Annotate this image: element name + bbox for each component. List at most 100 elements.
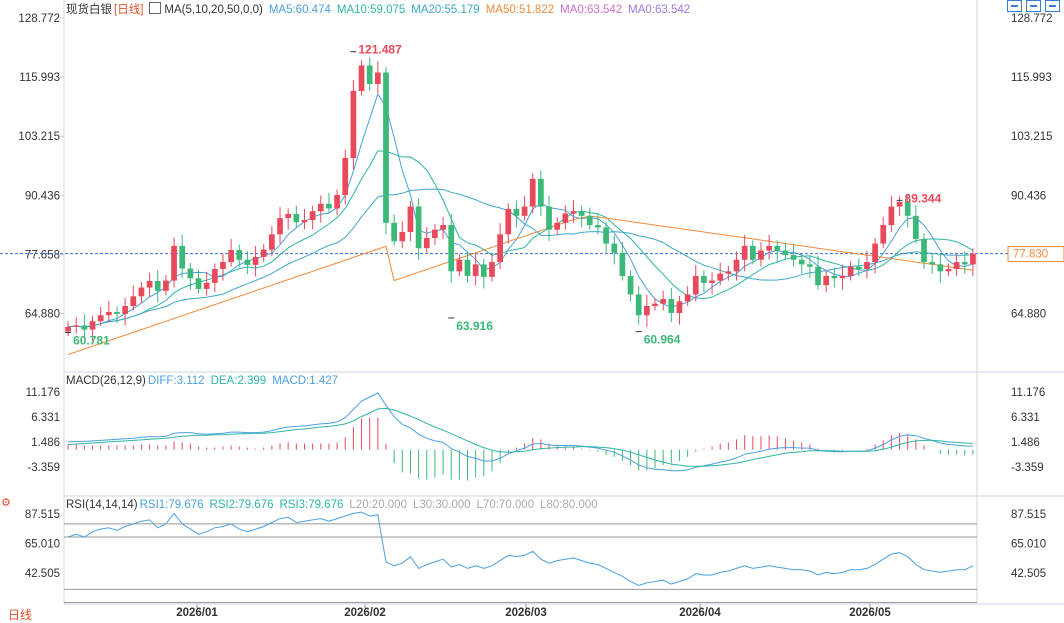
candle-body[interactable] xyxy=(888,206,895,226)
settings-icon[interactable] xyxy=(1045,0,1060,12)
candle-body[interactable] xyxy=(342,158,349,196)
candle-body[interactable] xyxy=(701,275,707,283)
candle-body[interactable] xyxy=(391,222,398,242)
candle-body[interactable] xyxy=(546,206,552,230)
candle-body[interactable] xyxy=(896,201,903,207)
candle-body[interactable] xyxy=(733,259,740,272)
candle-body[interactable] xyxy=(790,255,797,260)
candle-body[interactable] xyxy=(407,206,414,233)
candle-body[interactable] xyxy=(187,268,194,279)
candle-body[interactable] xyxy=(97,315,104,322)
candle-body[interactable] xyxy=(880,225,887,244)
candle-body[interactable] xyxy=(831,275,838,279)
candle-body[interactable] xyxy=(432,229,438,239)
candle-body[interactable] xyxy=(350,90,357,159)
chart-type-icon[interactable] xyxy=(149,2,162,14)
candle-body[interactable] xyxy=(89,321,96,330)
candle-body[interactable] xyxy=(130,296,137,307)
candle-body[interactable] xyxy=(668,299,675,313)
candle-body[interactable] xyxy=(725,271,732,274)
candle-body[interactable] xyxy=(374,72,381,85)
candle-body[interactable] xyxy=(236,250,243,260)
candle-body[interactable] xyxy=(717,273,724,281)
candle-body[interactable] xyxy=(676,301,683,313)
candle-body[interactable] xyxy=(211,269,218,283)
candle-body[interactable] xyxy=(603,227,609,244)
candle-body[interactable] xyxy=(864,262,870,270)
candle-body[interactable] xyxy=(179,245,186,269)
candle-body[interactable] xyxy=(497,234,503,263)
candle-body[interactable] xyxy=(937,264,944,272)
candle-body[interactable] xyxy=(554,222,561,230)
candle-body[interactable] xyxy=(586,215,593,226)
candle-body[interactable] xyxy=(505,208,512,235)
candle-body[interactable] xyxy=(782,250,789,256)
candle-body[interactable] xyxy=(921,238,927,263)
rsi-params[interactable]: RSI(14,14,14) xyxy=(66,499,138,511)
candle-body[interactable] xyxy=(872,243,878,263)
candle-body[interactable] xyxy=(970,253,976,265)
candle-body[interactable] xyxy=(334,195,340,209)
candle-body[interactable] xyxy=(635,294,642,316)
candle-body[interactable] xyxy=(929,262,936,265)
candle-body[interactable] xyxy=(855,266,862,270)
macd-panel[interactable]: 11.176 11.176 6.331 6.331 1.486 1.486 -3.359 -3… xyxy=(26,387,1046,481)
layout-icon[interactable] xyxy=(1026,0,1041,12)
candle-body[interactable] xyxy=(383,72,389,223)
settings-gear-icon[interactable]: ⚙ xyxy=(1,497,11,509)
candle-body[interactable] xyxy=(464,259,471,276)
candle-body[interactable] xyxy=(578,211,585,216)
ma-params[interactable]: MA(5,10,20,50,0,0) xyxy=(164,4,263,16)
candle-body[interactable] xyxy=(513,208,520,216)
candle-body[interactable] xyxy=(643,306,650,316)
candle-body[interactable] xyxy=(538,178,544,207)
candle-body[interactable] xyxy=(480,264,487,277)
candle-body[interactable] xyxy=(415,206,422,249)
candle-body[interactable] xyxy=(652,303,658,307)
candle-body[interactable] xyxy=(154,281,161,291)
candle-body[interactable] xyxy=(195,278,202,289)
rsi-panel[interactable]: 87.515 87.515 65.010 65.010 42.505 42.505 xyxy=(25,509,1046,603)
candle-body[interactable] xyxy=(529,178,536,207)
candle-body[interactable] xyxy=(709,280,715,283)
candle-body[interactable] xyxy=(766,245,772,251)
candle-body[interactable] xyxy=(570,211,577,214)
candle-body[interactable] xyxy=(81,325,88,330)
candle-body[interactable] xyxy=(301,219,308,223)
candle-body[interactable] xyxy=(448,225,455,272)
candle-body[interactable] xyxy=(562,213,569,223)
candle-body[interactable] xyxy=(741,245,748,260)
expand-icon[interactable] xyxy=(1007,0,1022,12)
candle-body[interactable] xyxy=(904,201,911,216)
candle-body[interactable] xyxy=(73,325,80,327)
candle-body[interactable] xyxy=(595,225,601,228)
candle-body[interactable] xyxy=(619,252,626,276)
candle-body[interactable] xyxy=(798,259,805,265)
candle-body[interactable] xyxy=(953,262,960,270)
candle-body[interactable] xyxy=(252,256,259,265)
candle-body[interactable] xyxy=(366,65,373,85)
candle-body[interactable] xyxy=(293,213,300,223)
candlestick-series[interactable] xyxy=(65,57,976,342)
candle-body[interactable] xyxy=(358,65,365,91)
candle-body[interactable] xyxy=(423,238,430,249)
candle-body[interactable] xyxy=(326,203,332,209)
candle-body[interactable] xyxy=(171,245,177,281)
period-button[interactable]: 日线 xyxy=(8,608,33,622)
candle-body[interactable] xyxy=(244,259,251,265)
candle-body[interactable] xyxy=(774,245,781,251)
candle-body[interactable] xyxy=(163,280,169,291)
period-label[interactable]: [日线] xyxy=(114,4,144,16)
candle-body[interactable] xyxy=(277,218,283,235)
candle-body[interactable] xyxy=(65,326,71,332)
candle-body[interactable] xyxy=(961,262,968,265)
candle-body[interactable] xyxy=(399,232,406,242)
candle-body[interactable] xyxy=(122,306,128,314)
candle-body[interactable] xyxy=(611,243,618,253)
candle-body[interactable] xyxy=(114,312,120,314)
candle-body[interactable] xyxy=(815,266,821,286)
candle-body[interactable] xyxy=(823,275,830,286)
candle-body[interactable] xyxy=(660,299,667,304)
candle-body[interactable] xyxy=(692,275,699,295)
candle-body[interactable] xyxy=(309,211,316,220)
